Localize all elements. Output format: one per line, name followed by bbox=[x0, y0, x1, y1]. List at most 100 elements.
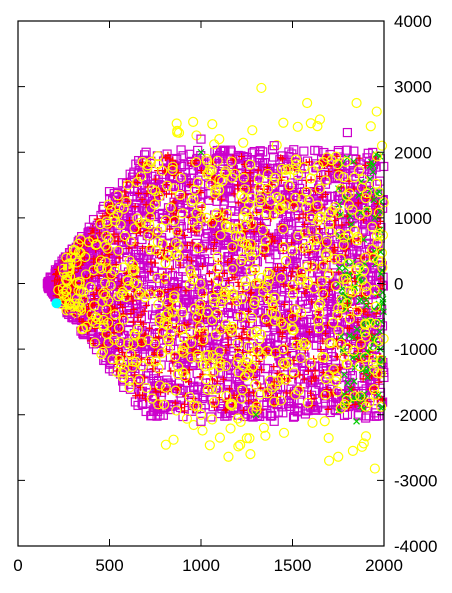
cloud-circle-point bbox=[152, 226, 163, 237]
cloud-circle-point bbox=[212, 274, 224, 285]
cloud-plus-point bbox=[210, 238, 218, 246]
cloud-plus-point bbox=[91, 324, 99, 332]
cloud-circle-point bbox=[165, 327, 176, 339]
cloud-circle-point bbox=[58, 267, 69, 278]
cloud-square-point bbox=[335, 218, 345, 228]
data-point-square bbox=[68, 311, 78, 321]
cloud-circle-point bbox=[96, 349, 107, 360]
cloud-plus-point bbox=[114, 237, 122, 245]
cloud-plus-point bbox=[321, 330, 329, 338]
cloud-circle-point bbox=[360, 331, 372, 342]
cloud-plus-point bbox=[363, 194, 371, 202]
cloud-plus-point bbox=[274, 263, 282, 271]
cloud-circle-point bbox=[238, 211, 249, 222]
cloud-cross-point bbox=[379, 288, 387, 296]
axis-ticks bbox=[17, 20, 385, 547]
cloud-plus-point bbox=[245, 397, 253, 405]
data-point-circle bbox=[347, 445, 358, 456]
cloud-circle-point bbox=[276, 317, 287, 328]
data-point-circle bbox=[333, 451, 344, 462]
cloud-plus-point bbox=[270, 363, 278, 371]
cloud-circle-point bbox=[338, 239, 349, 250]
cloud-circle-point bbox=[269, 172, 281, 183]
cloud-plus-point bbox=[271, 237, 279, 245]
cloud-square-point bbox=[291, 211, 301, 221]
cloud-square-point bbox=[350, 353, 360, 363]
cloud-circle-point bbox=[75, 247, 86, 258]
cloud-circle-point bbox=[116, 359, 127, 370]
cloud-circle-point bbox=[232, 338, 243, 349]
cloud-circle-point bbox=[101, 304, 112, 315]
cloud-circle-point bbox=[72, 277, 83, 288]
cloud-circle-point bbox=[215, 298, 227, 309]
cloud-square-point bbox=[346, 331, 356, 342]
y-tick-label: 2000 bbox=[394, 143, 432, 162]
cloud-circle-point bbox=[88, 233, 99, 244]
cloud-circle-point bbox=[181, 413, 193, 424]
cloud-circle-point bbox=[263, 275, 274, 286]
cloud-cross-point bbox=[366, 162, 374, 170]
cloud-circle-point bbox=[235, 439, 246, 451]
cloud-plus-point bbox=[139, 320, 147, 328]
cloud-circle-point bbox=[369, 364, 380, 375]
cloud-square-point bbox=[219, 247, 230, 257]
data-point-circle bbox=[168, 434, 179, 445]
cloud-plus-point bbox=[199, 262, 207, 270]
cloud-cross-point bbox=[379, 298, 387, 306]
cloud-circle-point bbox=[317, 351, 328, 362]
cloud-square-point bbox=[215, 408, 225, 419]
cloud-circle-point bbox=[326, 337, 337, 348]
cloud-plus-point bbox=[74, 264, 82, 272]
cloud-square-point bbox=[338, 239, 348, 249]
cloud-square-point bbox=[257, 230, 268, 240]
cloud-circle-point bbox=[276, 163, 288, 174]
data-point-circle bbox=[172, 127, 183, 138]
cloud-circle-point bbox=[162, 180, 173, 191]
cloud-square-point bbox=[266, 410, 277, 421]
cloud-circle-point bbox=[297, 193, 308, 204]
cloud-circle-point bbox=[262, 267, 273, 279]
cloud-plus-point bbox=[176, 261, 184, 269]
cloud-circle-point bbox=[214, 361, 225, 373]
cloud-square-point bbox=[304, 212, 314, 222]
cloud-plus-point bbox=[192, 157, 200, 165]
cloud-circle-point bbox=[240, 281, 251, 292]
cloud-square-point bbox=[105, 254, 116, 264]
cloud-circle-point bbox=[364, 397, 375, 408]
cloud-cross-point bbox=[340, 348, 348, 356]
cloud-plus-point bbox=[308, 377, 316, 385]
cloud-plus-point bbox=[315, 308, 323, 316]
cloud-square-point bbox=[139, 150, 150, 160]
cloud-circle-point bbox=[259, 243, 270, 254]
cloud-circle-point bbox=[159, 273, 171, 284]
cloud-circle-point bbox=[130, 329, 141, 341]
cloud-circle-point bbox=[211, 208, 222, 219]
cloud-circle-point bbox=[85, 281, 96, 293]
x-tick-label: 0 bbox=[13, 556, 22, 575]
cloud-plus-point bbox=[312, 374, 320, 382]
cloud-circle-point bbox=[201, 212, 212, 223]
cloud-circle-point bbox=[278, 427, 290, 438]
data-point-circle bbox=[371, 106, 382, 117]
data-point-square bbox=[104, 364, 115, 374]
cloud-circle-point bbox=[284, 180, 295, 192]
cloud-circle-point bbox=[101, 230, 112, 241]
cloud-circle-point bbox=[233, 441, 244, 452]
cloud-square-point bbox=[221, 187, 231, 197]
cloud-circle-point bbox=[122, 275, 133, 286]
cloud-circle-point bbox=[152, 151, 163, 162]
cloud-square-point bbox=[206, 412, 216, 422]
cloud-circle-point bbox=[296, 267, 307, 278]
cloud-circle-point bbox=[341, 190, 352, 201]
cloud-circle-point bbox=[247, 362, 258, 373]
cloud-circle-point bbox=[192, 177, 203, 188]
cloud-circle-point bbox=[136, 337, 147, 348]
cloud-cross-point bbox=[335, 406, 343, 414]
cloud-circle-point bbox=[132, 176, 143, 188]
cloud-circle-point bbox=[250, 379, 261, 390]
cloud-circle-point bbox=[292, 169, 304, 181]
cloud-square-point bbox=[299, 347, 309, 357]
cloud-circle-point bbox=[289, 164, 300, 176]
y-tick-label: 4000 bbox=[394, 12, 432, 31]
cloud-cross-point bbox=[345, 332, 353, 340]
